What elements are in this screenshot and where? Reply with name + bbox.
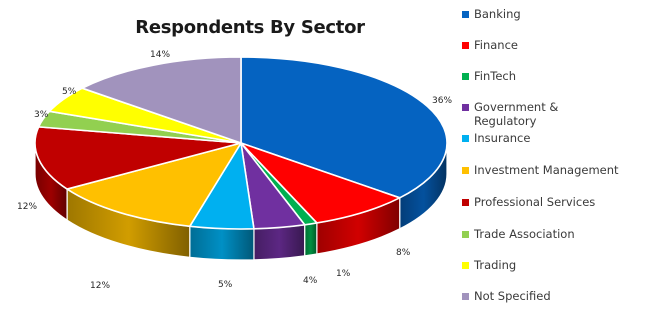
pie-side-fintech bbox=[304, 222, 318, 257]
data-label-fintech: 1% bbox=[336, 269, 351, 279]
legend-label: Government & Regulatory bbox=[474, 100, 559, 128]
data-label-insurance: 5% bbox=[218, 280, 233, 290]
data-label-not-specified: 14% bbox=[150, 50, 170, 60]
legend-swatch bbox=[462, 262, 469, 269]
data-label-trade-association: 3% bbox=[34, 110, 49, 120]
legend-swatch bbox=[462, 293, 469, 300]
legend-swatch bbox=[462, 231, 469, 238]
pie-side-government-and-regulatory bbox=[253, 224, 306, 261]
legend-label: Professional Services bbox=[474, 195, 596, 209]
pie-tops bbox=[34, 56, 448, 230]
pie-labels: 36% 8% 1% 4% 5% 12% 12% 3% 5% 14% bbox=[17, 50, 452, 291]
legend-swatch bbox=[462, 167, 469, 174]
pie-slice-investment-management bbox=[66, 142, 242, 228]
chart-title: Respondents By Sector bbox=[135, 17, 365, 38]
pie-slice-finance bbox=[240, 142, 401, 224]
pie-slice-professional-services bbox=[34, 126, 242, 190]
data-label-investment-management: 12% bbox=[90, 281, 110, 291]
legend-swatch bbox=[462, 42, 469, 49]
legend-label: Trade Association bbox=[474, 227, 575, 241]
legend-swatch bbox=[462, 135, 469, 142]
pie-slice-not-specified bbox=[81, 56, 242, 144]
legend: Banking Finance FinTech Government & Regulat… bbox=[462, 0, 649, 320]
legend-label: Finance bbox=[474, 38, 518, 52]
legend-swatch bbox=[462, 73, 469, 80]
data-label-government-and-regulatory: 4% bbox=[303, 276, 318, 286]
legend-label: Not Specified bbox=[474, 289, 551, 303]
pie-slice-banking bbox=[240, 56, 448, 199]
legend-swatch bbox=[462, 11, 469, 18]
pie-side-insurance bbox=[189, 225, 255, 261]
legend-label: FinTech bbox=[474, 69, 517, 83]
legend-swatch bbox=[462, 199, 469, 206]
legend-label: Trading bbox=[474, 258, 517, 272]
data-label-professional-services: 12% bbox=[17, 202, 37, 212]
legend-label: Banking bbox=[474, 7, 521, 21]
data-label-banking: 36% bbox=[432, 96, 452, 106]
legend-label: Insurance bbox=[474, 131, 531, 145]
legend-label: Investment Management bbox=[474, 163, 619, 177]
data-label-finance: 8% bbox=[396, 248, 411, 258]
data-label-trading: 5% bbox=[62, 87, 77, 97]
pie-chart: 36% 8% 1% 4% 5% 12% 12% 3% 5% 14% bbox=[17, 50, 452, 291]
legend-swatch bbox=[462, 104, 469, 111]
